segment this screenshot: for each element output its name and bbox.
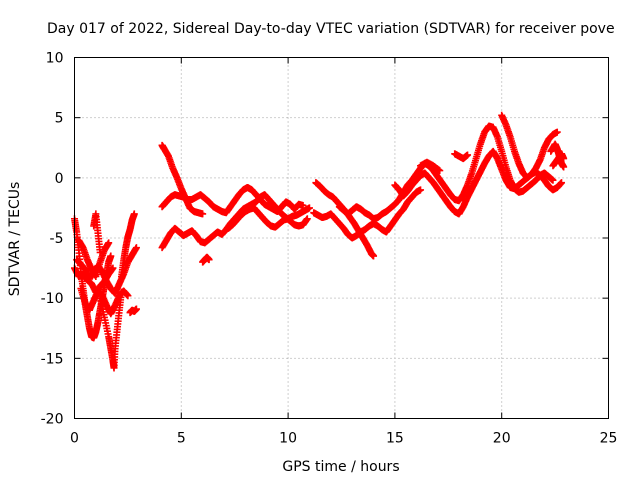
series-arc-w — [549, 150, 568, 170]
data-point — [553, 128, 561, 136]
data-points — [71, 111, 568, 372]
x-tick-label: 20 — [493, 431, 511, 447]
series-arc-h — [90, 210, 104, 256]
data-point — [560, 163, 568, 171]
y-tick-label: 10 — [46, 51, 64, 67]
series-arc-k — [158, 141, 207, 218]
y-tick-label: 0 — [55, 171, 64, 187]
data-point — [560, 155, 568, 163]
data-point — [558, 179, 566, 187]
data-point — [305, 204, 313, 212]
y-tick-label: -15 — [41, 351, 64, 367]
data-point — [464, 151, 472, 159]
x-tick-label: 0 — [70, 431, 79, 447]
data-point — [117, 288, 125, 296]
series-arc-n — [224, 204, 313, 232]
series-arc-r — [391, 147, 566, 218]
series-arc-e — [96, 288, 125, 372]
plot-frame — [74, 57, 609, 419]
data-point — [436, 167, 444, 175]
series-arc-m — [199, 253, 213, 266]
series-arc-f — [117, 210, 138, 281]
x-tick-label: 15 — [386, 431, 404, 447]
y-tick-label: -5 — [50, 231, 64, 247]
data-point — [109, 264, 117, 272]
x-tick-label: 25 — [600, 431, 618, 447]
data-point — [205, 256, 213, 264]
tick-layer: 0 5 10 15 20 25 -20 -15 -10 -5 0 5 10 — [41, 51, 618, 447]
y-tick-label: -20 — [41, 412, 64, 428]
chart-title: Day 017 of 2022, Sidereal Day-to-day VTE… — [47, 21, 615, 37]
data-point — [132, 305, 140, 313]
data-point — [130, 210, 138, 218]
x-axis-label: GPS time / hours — [282, 459, 399, 475]
data-point — [96, 248, 104, 256]
y-axis-label: SDTVAR / TECUs — [7, 182, 23, 297]
series-arc-p — [310, 186, 425, 242]
y-tick-label: -10 — [41, 291, 64, 307]
series-arc-t — [451, 150, 472, 163]
data-point — [124, 292, 132, 300]
series-arc-i — [126, 305, 140, 317]
data-point — [549, 176, 557, 184]
data-point — [370, 252, 378, 260]
data-point — [199, 210, 207, 218]
y-tick-label: 5 — [55, 111, 64, 127]
x-tick-label: 5 — [177, 431, 186, 447]
data-point — [132, 244, 140, 252]
data-point — [299, 202, 307, 210]
data-point — [303, 215, 311, 223]
series-arc-s — [417, 158, 444, 175]
x-tick-label: 10 — [279, 431, 297, 447]
grid-layer — [74, 57, 609, 419]
series-arc-l — [158, 191, 311, 252]
data-point — [105, 239, 113, 247]
data-point — [107, 252, 115, 260]
series-arc-g — [75, 236, 113, 281]
series-arc-u — [498, 111, 561, 182]
data-point — [417, 186, 425, 194]
